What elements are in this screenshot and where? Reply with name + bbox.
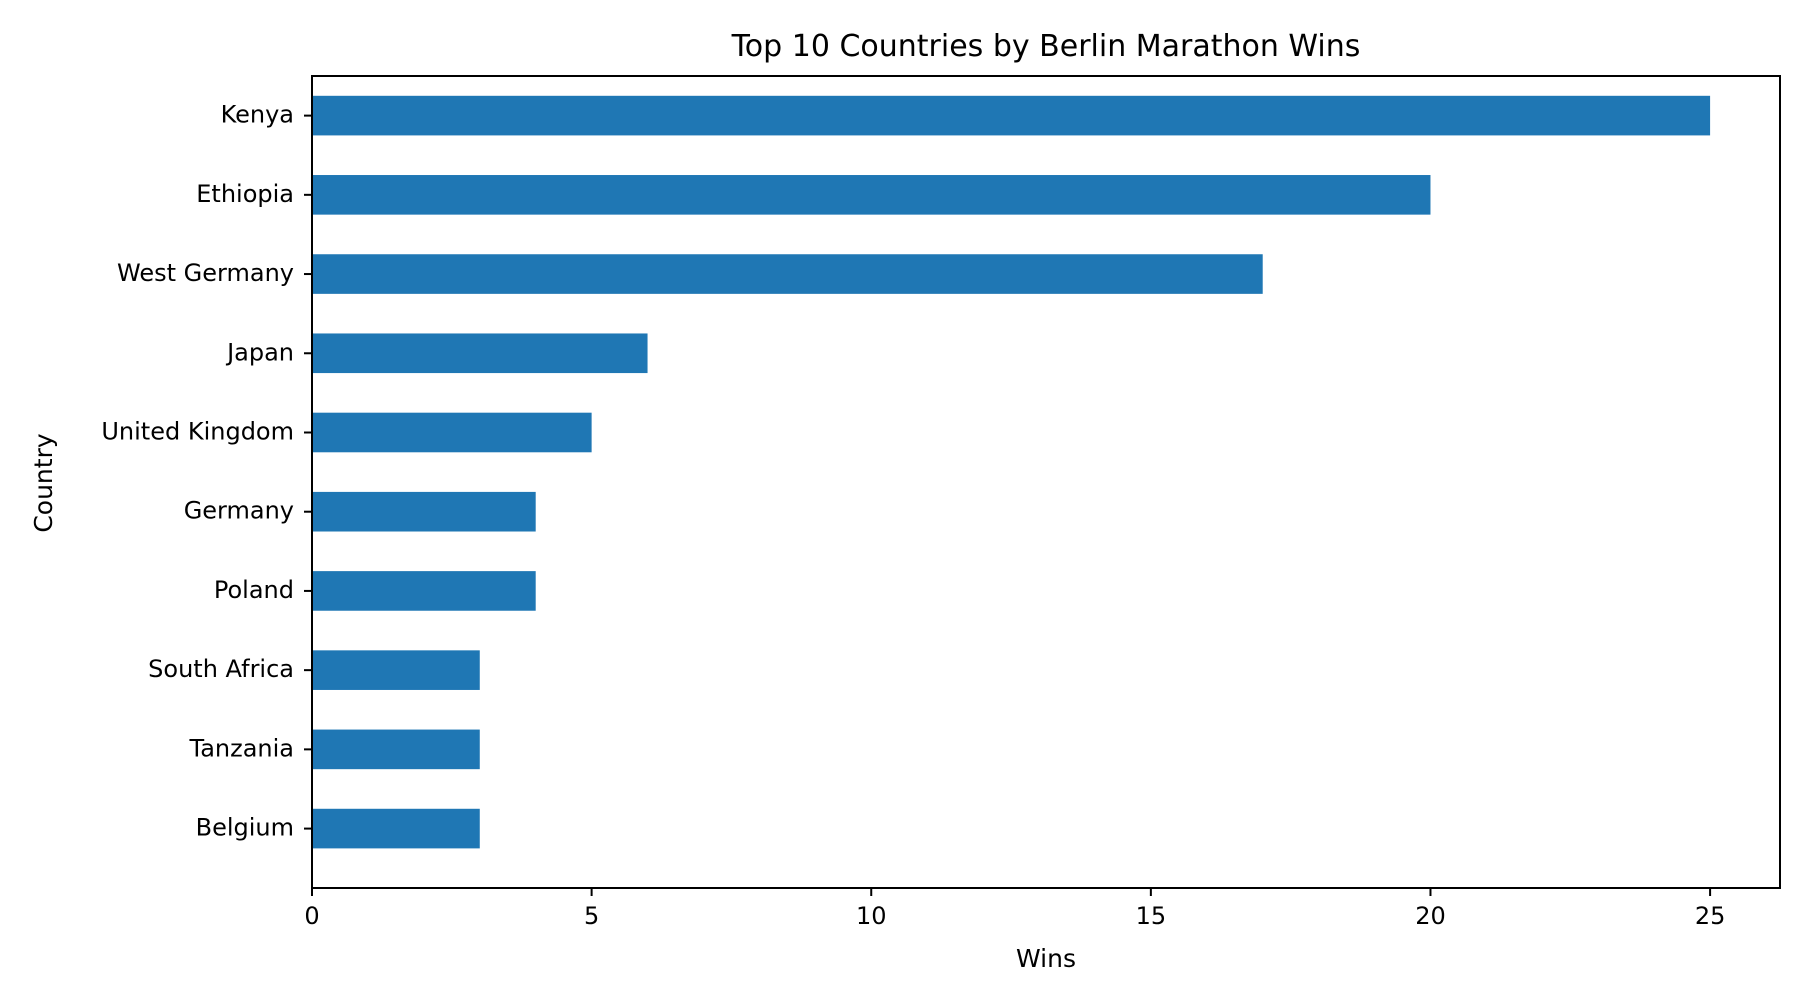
x-axis: 0 5 10 15 20 25 (304, 888, 1725, 930)
bar-kenya (312, 95, 1711, 136)
x-tick-label-0: 0 (304, 902, 319, 930)
bar-tanzania (312, 729, 480, 770)
plot-frame (311, 75, 1781, 889)
y-axis-label: Country (29, 433, 58, 533)
y-tick-label-germany: Germany (184, 497, 294, 525)
x-axis-label: Wins (1016, 944, 1076, 973)
x-tick-label-5: 5 (584, 902, 599, 930)
y-tick-label-west-germany: West Germany (117, 259, 294, 287)
bar-south-africa (312, 650, 480, 690)
bar-belgium (312, 808, 480, 849)
bar-united-kingdom (312, 412, 592, 453)
bar-germany (312, 491, 536, 532)
x-tick-label-25: 25 (1695, 902, 1726, 930)
y-tick-label-japan: Japan (225, 338, 294, 366)
plot-area (311, 75, 1781, 889)
y-tick-label-tanzania: Tanzania (189, 734, 295, 762)
y-tick-label-south-africa: South Africa (148, 655, 294, 683)
bar-west-germany (312, 254, 1263, 294)
y-tick-label-poland: Poland (214, 576, 294, 604)
y-tick-label-ethiopia: Ethiopia (196, 180, 294, 208)
x-tick-label-10: 10 (856, 902, 887, 930)
bars-group (312, 95, 1711, 849)
bar-japan (312, 333, 648, 374)
x-tick-label-20: 20 (1415, 902, 1446, 930)
y-tick-label-united-kingdom: United Kingdom (101, 417, 294, 445)
y-axis: Kenya Ethiopia West Germany Japan United Kin… (101, 101, 312, 842)
chart-title: Top 10 Countries by Berlin Marathon Wins (731, 29, 1361, 64)
bar-ethiopia (312, 175, 1431, 215)
y-tick-label-kenya: Kenya (221, 101, 294, 129)
x-tick-label-15: 15 (1136, 902, 1167, 930)
bar-poland (312, 571, 536, 611)
y-tick-label-belgium: Belgium (196, 814, 294, 842)
